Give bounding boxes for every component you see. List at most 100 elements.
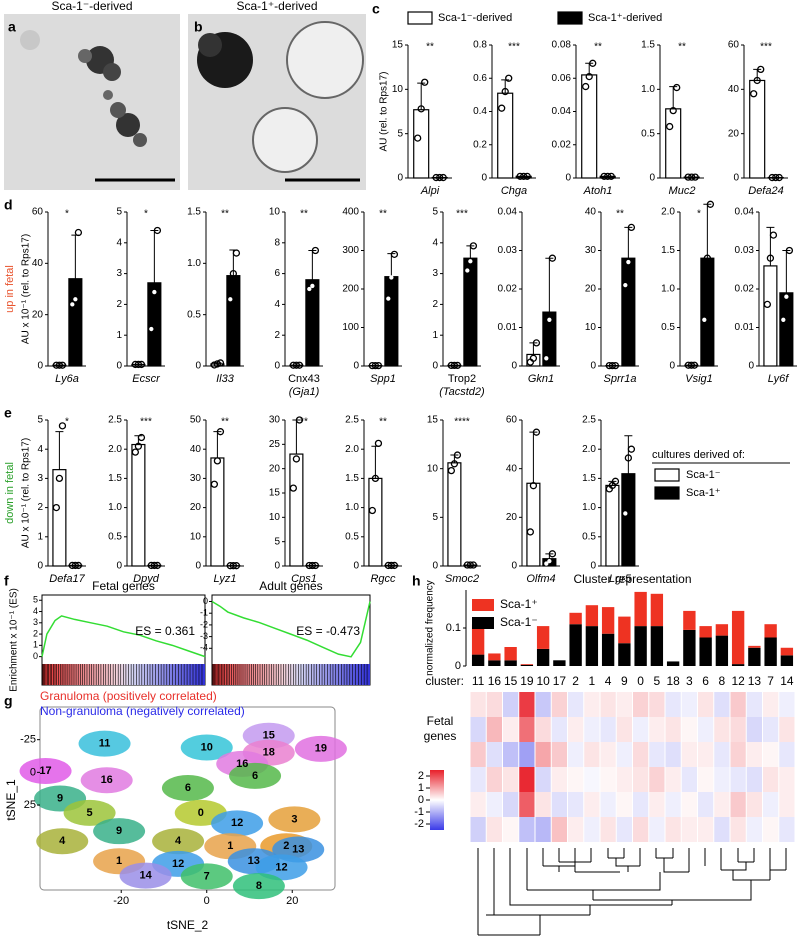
colorbar-tick-label: 2 bbox=[418, 770, 424, 782]
error-bar bbox=[55, 431, 64, 470]
y-tick-label: 15 bbox=[269, 488, 281, 499]
colorbar-tick-label: 1 bbox=[418, 782, 424, 794]
bar bbox=[52, 469, 67, 567]
data-point bbox=[465, 268, 470, 273]
heatmap-cell bbox=[568, 792, 584, 817]
data-point bbox=[706, 200, 715, 208]
cluster-blob bbox=[211, 810, 264, 837]
data-point bbox=[295, 416, 304, 424]
bar bbox=[210, 457, 225, 567]
cluster-blob bbox=[232, 873, 285, 900]
y-tick-label: 1.0 bbox=[641, 84, 655, 95]
data-point bbox=[703, 254, 712, 262]
legend-swatch bbox=[472, 617, 494, 629]
data-point bbox=[688, 173, 696, 181]
data-point bbox=[769, 231, 778, 239]
data-point bbox=[544, 561, 549, 566]
panel-label: g bbox=[4, 693, 13, 709]
y-tick-label: 1.0 bbox=[661, 284, 675, 295]
bar-segment bbox=[748, 645, 761, 648]
heatmap-cell bbox=[470, 767, 486, 792]
x-tick-label: 9 bbox=[621, 674, 628, 688]
x-tick-label: 14 bbox=[780, 674, 794, 688]
heatmap-cell bbox=[535, 717, 551, 742]
y-tick-label: 0 bbox=[353, 561, 359, 572]
heatmap-cell bbox=[503, 717, 519, 742]
bar-segment bbox=[471, 624, 485, 655]
cluster-label: 19 bbox=[315, 743, 327, 755]
gene-label: Lgr5 bbox=[609, 573, 632, 585]
bar-segment bbox=[650, 593, 664, 627]
bar bbox=[226, 275, 241, 367]
data-point bbox=[772, 173, 780, 182]
data-point bbox=[228, 297, 233, 302]
heatmap-cell bbox=[568, 767, 584, 792]
heatmap-cell bbox=[470, 817, 486, 842]
y-tick-label: 1.5 bbox=[108, 473, 122, 484]
heatmap-cell bbox=[714, 792, 730, 817]
x-tick-label: 0 bbox=[204, 895, 210, 907]
data-point bbox=[134, 360, 143, 369]
panel-label: b bbox=[194, 19, 203, 35]
x-tick-label: 12 bbox=[731, 674, 745, 688]
data-point bbox=[585, 72, 593, 81]
y-tick-label: 20 bbox=[728, 128, 740, 139]
bar-segment bbox=[520, 664, 534, 666]
bar-segment bbox=[569, 624, 582, 666]
heatmap-cell bbox=[486, 792, 502, 817]
heatmap-cell bbox=[649, 767, 665, 792]
y-tick-label: 0 bbox=[37, 361, 43, 372]
data-point bbox=[73, 297, 78, 302]
y-tick-label: 0.8 bbox=[473, 40, 487, 51]
dendrogram bbox=[477, 848, 787, 936]
heatmap-cell bbox=[779, 742, 795, 767]
axis-label: AU x 10⁻¹ (rel. to Rps17) bbox=[21, 234, 32, 344]
y-tick-label: 1.5 bbox=[345, 473, 359, 484]
data-point bbox=[439, 173, 447, 182]
panel-label: f bbox=[4, 573, 9, 589]
data-point bbox=[152, 289, 157, 295]
heatmap-cell bbox=[486, 692, 502, 717]
data-point bbox=[529, 482, 538, 490]
heatmap-cell bbox=[584, 692, 600, 717]
y-tick-label: 15 bbox=[392, 40, 404, 51]
heatmap-cell bbox=[584, 717, 600, 742]
y-tick-label: 0 bbox=[733, 173, 739, 184]
bar-segment bbox=[536, 648, 550, 666]
data-point bbox=[55, 474, 64, 483]
data-point bbox=[58, 361, 67, 369]
data-point bbox=[775, 173, 783, 182]
data-point bbox=[785, 246, 794, 255]
data-point bbox=[516, 172, 524, 180]
legend-swatch bbox=[557, 11, 583, 25]
x-tick-label: 1 bbox=[589, 674, 596, 688]
error-bar bbox=[501, 79, 510, 94]
data-point bbox=[131, 448, 140, 456]
data-point bbox=[763, 300, 772, 309]
y-tick-label: 0.5 bbox=[108, 531, 122, 542]
heatmap-cell bbox=[535, 817, 551, 842]
heatmap-cell bbox=[730, 717, 746, 742]
bar-segment bbox=[715, 624, 729, 636]
error-bar bbox=[308, 250, 317, 280]
y-tick-label: 30 bbox=[585, 245, 597, 256]
bar bbox=[763, 265, 778, 367]
data-point bbox=[232, 562, 241, 570]
y-tick-label: 10 bbox=[392, 84, 404, 95]
x-tick-label: 13 bbox=[748, 674, 762, 688]
legend-title: cultures derived of: bbox=[652, 449, 745, 461]
data-point bbox=[450, 361, 459, 370]
data-point bbox=[390, 250, 399, 259]
heatmap-cell bbox=[665, 717, 681, 742]
data-point bbox=[421, 78, 429, 86]
image-title: Sca-1⁺-derived bbox=[236, 0, 317, 13]
data-point bbox=[374, 439, 383, 448]
y-tick-label: 0 bbox=[669, 361, 675, 372]
y-tick-label: 0 bbox=[590, 361, 596, 372]
gene-label: Vsig1 bbox=[685, 373, 713, 385]
heatmap-cell bbox=[584, 742, 600, 767]
heatmap-cell bbox=[551, 692, 567, 717]
gene-label: Ly6f bbox=[768, 373, 790, 385]
cluster-blob bbox=[78, 730, 131, 757]
